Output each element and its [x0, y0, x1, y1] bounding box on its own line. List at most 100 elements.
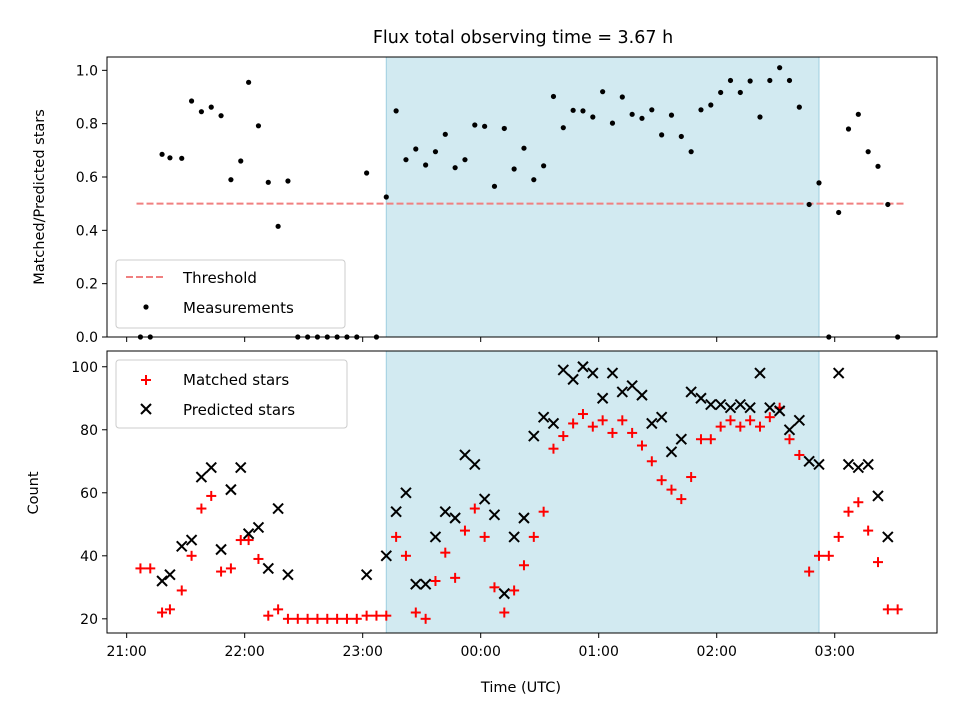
- predicted-star-point: [518, 512, 530, 524]
- matched-star-point: [764, 412, 775, 423]
- measurement-point: [649, 107, 655, 113]
- x-tick-label: 01:00: [579, 644, 619, 660]
- measurement-point: [413, 146, 419, 152]
- x-tick-label: 22:00: [224, 644, 264, 660]
- legend-predicted-swatch: [140, 403, 152, 415]
- predicted-star-point: [537, 411, 550, 423]
- measurement-point: [816, 180, 822, 186]
- predicted-star-point: [282, 569, 294, 581]
- predicted-star-point: [459, 449, 471, 461]
- predicted-star-point: [596, 392, 609, 404]
- measurement-point: [757, 114, 763, 120]
- matched-star-point: [813, 550, 824, 561]
- predicted-star-point: [498, 587, 511, 600]
- matched-star-point: [450, 572, 461, 583]
- measurement-point: [275, 223, 281, 229]
- predicted-star-point: [793, 414, 806, 427]
- measurement-point: [659, 132, 665, 138]
- measurement-point: [639, 115, 645, 121]
- measurement-point: [796, 104, 802, 110]
- measurement-point: [708, 102, 714, 108]
- observing-window-shade: [385, 350, 820, 634]
- matched-star-point: [794, 449, 805, 460]
- matched-star-point: [646, 456, 657, 467]
- matched-star-point: [332, 613, 343, 624]
- predicted-star-point: [547, 417, 560, 430]
- measurement-point: [619, 94, 625, 100]
- ratio-axes-frame: [106, 56, 938, 338]
- matched-star-point: [518, 560, 529, 571]
- matched-star-point: [225, 563, 236, 574]
- matched-star-point: [410, 607, 421, 618]
- measurement-point: [383, 194, 389, 200]
- measurement-point: [167, 155, 173, 161]
- measurement-point: [238, 158, 244, 164]
- predicted-star-point: [429, 531, 442, 543]
- predicted-star-point: [813, 458, 825, 471]
- predicted-star-point: [626, 379, 638, 392]
- y-tick-label: 60: [80, 486, 98, 502]
- measurement-point: [629, 111, 635, 117]
- predicted-star-point: [557, 364, 570, 376]
- matched-star-point: [469, 503, 480, 514]
- predicted-star-point: [675, 433, 688, 445]
- predicted-star-point: [195, 471, 208, 483]
- measurement-point: [442, 131, 448, 137]
- predicted-star-point: [390, 505, 402, 518]
- matched-star-point: [157, 607, 168, 618]
- y-tick-label: 0.4: [76, 223, 98, 239]
- matched-star-point: [754, 421, 765, 432]
- predicted-star-point: [242, 528, 255, 540]
- predicted-star-point: [528, 430, 540, 442]
- measurement-point: [875, 163, 881, 169]
- count-legend: Matched stars Predicted stars: [115, 359, 348, 429]
- measurement-point: [570, 107, 576, 113]
- measurement-point: [580, 108, 586, 114]
- measurement-point: [698, 107, 704, 113]
- predicted-star-point: [705, 398, 717, 411]
- matched-star-point: [196, 503, 207, 514]
- measurement-point: [208, 104, 214, 110]
- matched-star-point: [882, 604, 893, 615]
- ratio-axis-ticks: 0.0 0.2 0.4 0.6 0.8 1.0: [76, 63, 836, 346]
- count-y-axis-label: Count: [26, 471, 42, 514]
- matched-star-point: [538, 506, 549, 517]
- measurement-point: [462, 157, 468, 163]
- measurement-point: [845, 126, 852, 132]
- matched-star-point: [292, 613, 303, 624]
- matched-star-point: [872, 557, 883, 568]
- predicted-star-point: [225, 483, 237, 496]
- x-tick-label: 21:00: [106, 644, 146, 660]
- legend-item-threshold: Threshold: [126, 269, 257, 287]
- predicted-star-point: [606, 367, 619, 379]
- predicted-star-point: [773, 405, 786, 417]
- matched-star-point: [459, 525, 470, 536]
- predicted-star-point: [646, 417, 658, 430]
- measurement-point: [393, 108, 399, 114]
- x-tick-label: 23:00: [343, 644, 383, 660]
- matched-star-point: [823, 550, 834, 561]
- matched-star-point: [263, 610, 274, 621]
- measurement-point: [668, 112, 675, 118]
- matched-star-point: [509, 585, 520, 596]
- predicted-star-point: [734, 398, 747, 411]
- predicted-star-point: [852, 461, 865, 474]
- legend-item-predicted: Predicted stars: [140, 401, 295, 419]
- x-axis-label: Time (UTC): [480, 680, 561, 696]
- y-tick-label: 1.0: [76, 63, 98, 79]
- predicted-star-point: [272, 502, 284, 515]
- measurement-point: [777, 65, 783, 71]
- matched-star-point: [528, 531, 539, 542]
- matched-star-point: [558, 431, 569, 442]
- predicted-star-point: [164, 569, 176, 581]
- measurement-point: [550, 93, 557, 100]
- predicted-star-point: [508, 531, 520, 543]
- legend-predicted-label: Predicted stars: [183, 401, 295, 419]
- measurement-point: [432, 149, 439, 155]
- count-axes-frame: [106, 350, 938, 634]
- x-tick-label: 02:00: [697, 644, 737, 660]
- predicted-star-point: [587, 367, 599, 379]
- matched-star-point: [430, 576, 441, 587]
- predicted-star-point: [156, 575, 168, 587]
